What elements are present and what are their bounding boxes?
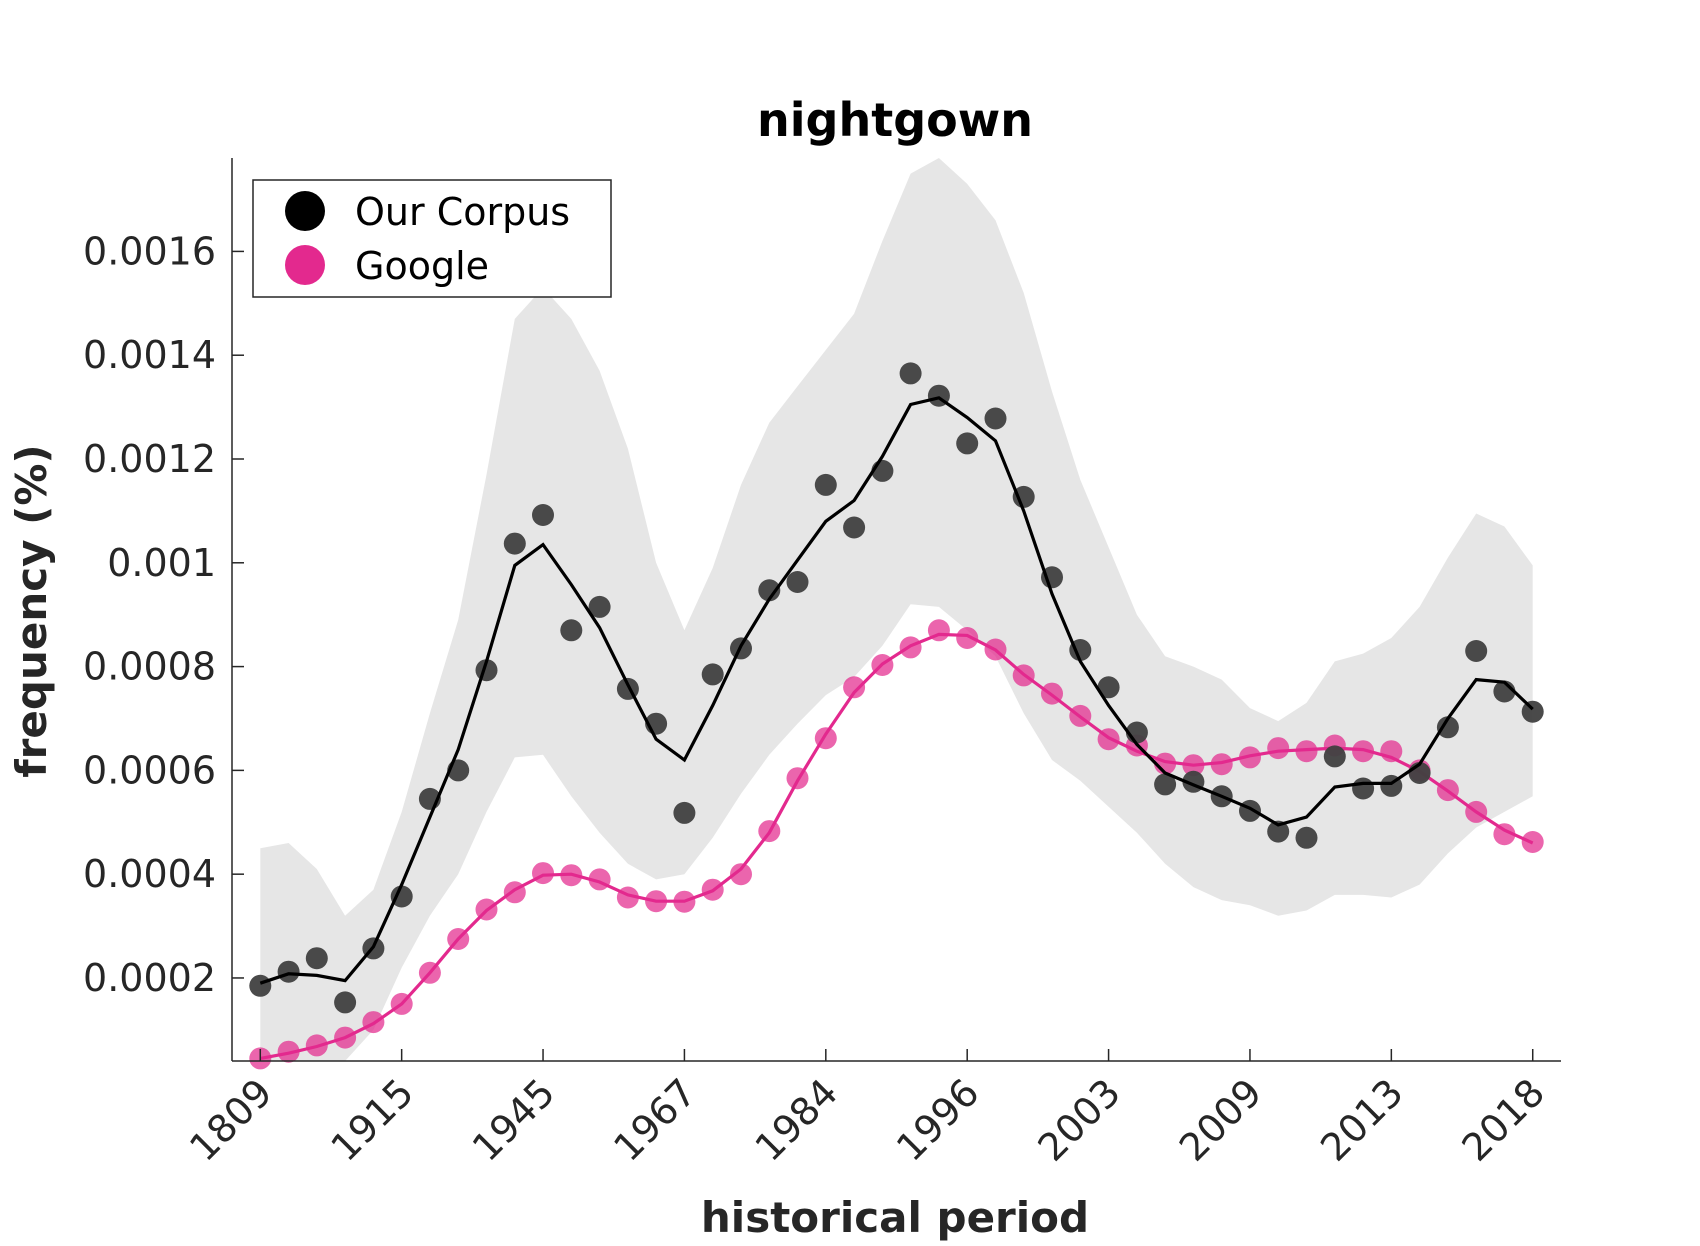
plot-area (249, 158, 1544, 1070)
legend-label-google: Google (355, 244, 489, 288)
y-tick-label: 0.0014 (83, 333, 216, 377)
y-tick-label: 0.0012 (83, 437, 216, 481)
google-point (956, 627, 979, 649)
corpus-point (1097, 676, 1120, 699)
corpus-point (588, 595, 611, 618)
corpus-point (1352, 777, 1375, 800)
corpus-point (701, 663, 724, 686)
chart-title: nightgown (757, 93, 1033, 147)
corpus-point (1436, 716, 1459, 739)
corpus-point (1295, 826, 1318, 849)
corpus-point (899, 362, 922, 385)
y-tick-label: 0.0016 (83, 229, 216, 273)
y-ticks: 0.0002 0.0004 0.0006 0.0008 0.001 0.0012 0.001… (83, 229, 244, 1000)
legend-marker-google (285, 245, 325, 285)
corpus-point (503, 532, 526, 555)
x-tick-label: 2018 (1454, 1070, 1554, 1170)
google-point (730, 863, 752, 886)
corpus-point (1154, 773, 1177, 796)
x-tick-label: 1967 (605, 1070, 705, 1170)
y-tick-label: 0.001 (107, 541, 216, 585)
corpus-point (1267, 820, 1290, 843)
corpus-point (843, 516, 866, 539)
y-axis-label: frequency (%) (7, 444, 56, 777)
corpus-smoothed-line (259, 396, 1534, 985)
x-tick-label: 1945 (464, 1070, 564, 1170)
google-smoothed-line (260, 632, 1534, 1060)
y-tick-label: 0.0004 (83, 852, 216, 896)
corpus-point (390, 885, 413, 908)
x-tick-label: 2003 (1029, 1070, 1129, 1170)
corpus-point (1323, 745, 1346, 768)
x-tick-label: 1915 (323, 1070, 423, 1170)
corpus-point (249, 974, 272, 997)
corpus-point (673, 801, 696, 824)
corpus-point (814, 473, 837, 496)
x-axis-label: historical period (701, 1193, 1089, 1242)
x-tick-label: 2013 (1312, 1070, 1412, 1170)
corpus-point (786, 571, 809, 593)
corpus-point (305, 947, 328, 970)
corpus-point (1239, 799, 1261, 822)
google-point (843, 676, 866, 699)
corpus-point (334, 991, 357, 1014)
corpus-point (1041, 566, 1063, 589)
y-tick-label: 0.0002 (83, 956, 216, 1000)
legend-marker-corpus (285, 191, 325, 231)
x-tick-label: 1984 (747, 1070, 847, 1170)
google-point (1493, 823, 1516, 846)
corpus-point (1012, 485, 1035, 508)
legend-label-corpus: Our Corpus (355, 190, 570, 234)
corpus-point (956, 432, 979, 455)
x-tick-label: 1809 (181, 1070, 281, 1170)
y-tick-label: 0.0006 (83, 748, 216, 792)
confidence-band (260, 158, 1533, 1061)
corpus-point (984, 407, 1007, 430)
corpus-point (277, 960, 300, 983)
x-ticks: 1809 1915 1945 1967 1984 1996 2003 2009 2013 2018 (181, 1049, 1553, 1170)
corpus-point (758, 579, 781, 602)
x-tick-label: 2009 (1171, 1070, 1271, 1170)
y-tick-label: 0.0008 (83, 645, 216, 689)
legend: Our Corpus Google (252, 179, 612, 298)
corpus-point (1521, 700, 1544, 723)
corpus-point (560, 619, 583, 642)
corpus-point (1465, 640, 1488, 662)
x-tick-label: 1996 (888, 1070, 988, 1170)
google-point (1267, 737, 1290, 760)
corpus-point (532, 504, 554, 526)
